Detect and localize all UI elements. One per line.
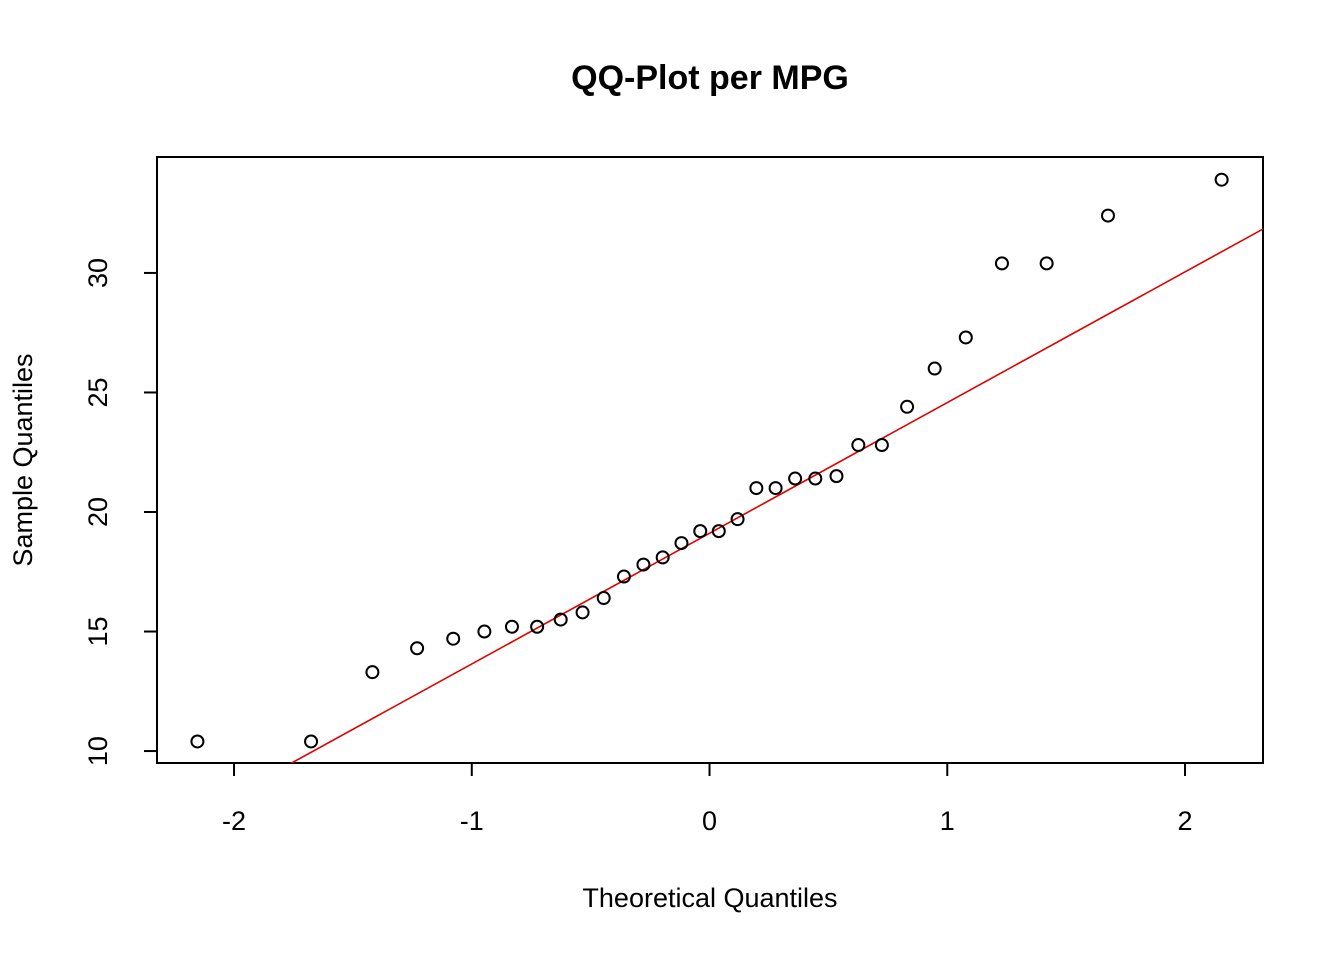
point	[788, 471, 803, 486]
point	[365, 665, 380, 680]
point	[553, 612, 568, 627]
point	[446, 631, 461, 646]
point	[693, 524, 708, 539]
point	[851, 438, 866, 453]
y-tick-label: 15	[83, 616, 113, 646]
point	[900, 399, 915, 414]
y-tick-label: 30	[83, 258, 113, 288]
point	[808, 471, 823, 486]
y-axis-title: Sample Quantiles	[8, 353, 38, 566]
point	[410, 641, 425, 656]
point	[655, 550, 670, 565]
y-tick-label: 20	[83, 497, 113, 527]
point	[994, 256, 1009, 271]
point	[829, 469, 844, 484]
point	[636, 557, 651, 572]
x-axis-title: Theoretical Quantiles	[582, 883, 837, 913]
point	[596, 591, 611, 606]
reference-line	[289, 228, 1263, 763]
point	[304, 734, 319, 749]
point	[575, 605, 590, 620]
point	[1214, 172, 1229, 187]
x-tick-label: -1	[460, 806, 484, 836]
y-tick-label: 10	[83, 736, 113, 766]
point	[477, 624, 492, 639]
point	[730, 512, 745, 527]
point	[927, 361, 942, 376]
x-tick-label: -2	[222, 806, 246, 836]
point	[711, 524, 726, 539]
point	[768, 481, 783, 496]
chart-title: QQ-Plot per MPG	[571, 59, 849, 97]
x-tick-label: 0	[702, 806, 717, 836]
plot-frame	[156, 156, 1264, 764]
point	[958, 330, 973, 345]
point	[674, 536, 689, 551]
point	[190, 734, 205, 749]
point	[530, 619, 545, 634]
x-tick-label: 2	[1178, 806, 1193, 836]
point	[616, 569, 631, 584]
point	[874, 438, 889, 453]
y-tick-label: 25	[83, 377, 113, 407]
x-tick-label: 1	[940, 806, 955, 836]
point	[1039, 256, 1054, 271]
point	[1100, 208, 1115, 223]
point	[749, 481, 764, 496]
point	[504, 619, 519, 634]
